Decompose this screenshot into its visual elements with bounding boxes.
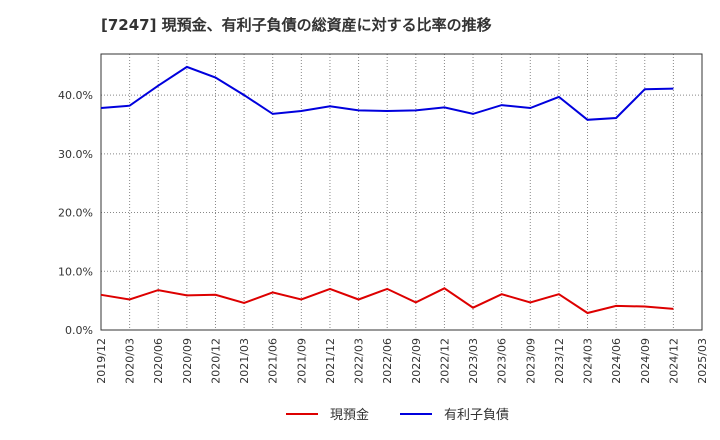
y-axis: 0.0% 10.0% 20.0% 30.0% 40.0%	[58, 89, 93, 337]
y-tick-label: 10.0%	[58, 265, 93, 278]
x-tick-label: 2022/03	[353, 338, 366, 384]
x-tick-label: 2020/03	[124, 338, 137, 384]
x-tick-label: 2021/03	[238, 338, 251, 384]
legend-label: 現預金	[330, 407, 369, 423]
grid	[101, 54, 702, 330]
plot-area	[100, 53, 703, 331]
chart-title: [7247] 現預金、有利子負債の総資産に対する比率の推移	[101, 16, 492, 34]
y-tick-label: 20.0%	[58, 207, 93, 220]
x-tick-label: 2024/06	[610, 338, 623, 384]
x-tick-label: 2020/09	[181, 338, 194, 384]
y-tick-label: 0.0%	[65, 324, 93, 337]
x-tick-label: 2022/09	[410, 338, 423, 384]
x-tick-label: 2022/12	[438, 338, 451, 384]
series-line-現預金	[100, 287, 674, 315]
series-line-有利子負債	[100, 65, 674, 121]
x-tick-label: 2024/12	[667, 338, 680, 384]
y-tick-label: 30.0%	[58, 148, 93, 161]
series-layer	[100, 65, 674, 315]
x-tick-label: 2023/09	[524, 338, 537, 384]
x-axis: 2019/12 2020/03 2020/06 2020/09 2020/12 2021/…	[95, 338, 709, 384]
x-tick-label: 2021/12	[324, 338, 337, 384]
x-tick-label: 2021/09	[295, 338, 308, 384]
legend-label: 有利子負債	[444, 408, 509, 423]
y-tick-label: 40.0%	[58, 89, 93, 102]
x-tick-label: 2023/06	[496, 338, 509, 384]
x-tick-label: 2023/12	[553, 338, 566, 384]
x-tick-label: 2021/06	[267, 338, 280, 384]
x-tick-label: 2024/09	[639, 338, 652, 384]
x-tick-label: 2022/06	[381, 338, 394, 384]
x-tick-label: 2025/03	[696, 338, 709, 384]
x-tick-label: 2024/03	[582, 338, 595, 384]
x-tick-label: 2020/06	[152, 338, 165, 384]
x-tick-label: 2020/12	[209, 338, 222, 384]
x-tick-label: 2019/12	[95, 338, 108, 384]
legend: 現預金 有利子負債	[286, 407, 509, 423]
x-tick-label: 2023/03	[467, 338, 480, 384]
